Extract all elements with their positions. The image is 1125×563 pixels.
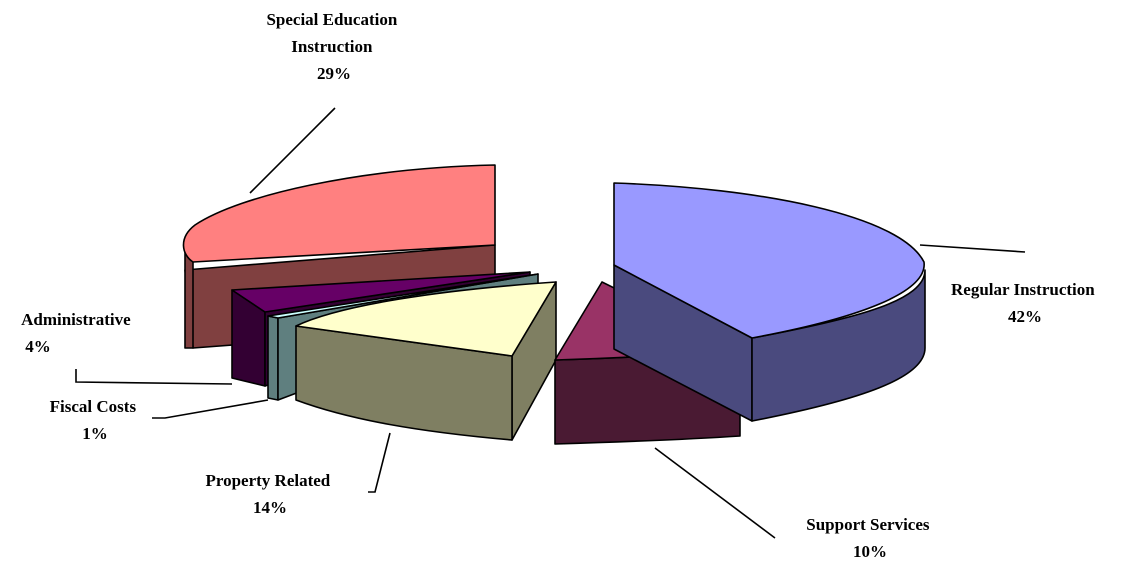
leader-line-special-education (249, 107, 336, 194)
label-regular-instruction-name: Regular Instruction (951, 280, 1095, 299)
leader-line-administrative (75, 369, 233, 385)
pie-slice-regular-instruction (613, 182, 926, 422)
pie-slice-property-related-front (295, 325, 513, 441)
label-fiscal-costs-percent: 1% (82, 424, 108, 443)
pie-slice-administrative-top (231, 271, 531, 313)
pie-slice-property-related-top (295, 281, 557, 357)
label-special-education-percent: 29% (317, 64, 351, 83)
label-administrative-percent: 4% (25, 337, 51, 356)
label-regular-instruction: Regular Instruction 42% (951, 280, 1099, 326)
label-support-services-name: Support Services (806, 515, 930, 534)
leader-line-support-services (654, 447, 776, 539)
label-property-related-percent: 14% (253, 498, 287, 517)
label-support-services-percent: 10% (853, 542, 887, 561)
pie-slice-regular-instruction-front (751, 269, 926, 422)
pie-slice-property-related (295, 281, 557, 441)
label-special-education: Special Education Instruction 29% (266, 10, 401, 83)
label-special-education-name-2: Instruction (291, 37, 373, 56)
label-property-related-name: Property Related (205, 471, 330, 490)
pie-slice-fiscal-costs-top (267, 273, 539, 319)
leader-line-property-related (368, 432, 391, 493)
label-special-education-name-1: Special Education (266, 10, 397, 29)
label-regular-instruction-percent: 42% (1008, 307, 1042, 326)
pie-slice-regular-instruction-top (613, 182, 925, 339)
leader-line-fiscal-costs (152, 399, 269, 419)
label-property-related: Property Related 14% (205, 471, 334, 517)
pie-slice-fiscal-costs-side (267, 315, 279, 401)
label-support-services: Support Services 10% (806, 515, 934, 561)
label-fiscal-costs: Fiscal Costs 1% (50, 397, 141, 443)
label-fiscal-costs-name: Fiscal Costs (50, 397, 137, 416)
pie-slice-special-education-top (182, 164, 496, 263)
label-administrative: Administrative 4% (21, 310, 135, 356)
label-administrative-name: Administrative (21, 310, 131, 329)
leader-line-regular-instruction (919, 244, 1026, 253)
